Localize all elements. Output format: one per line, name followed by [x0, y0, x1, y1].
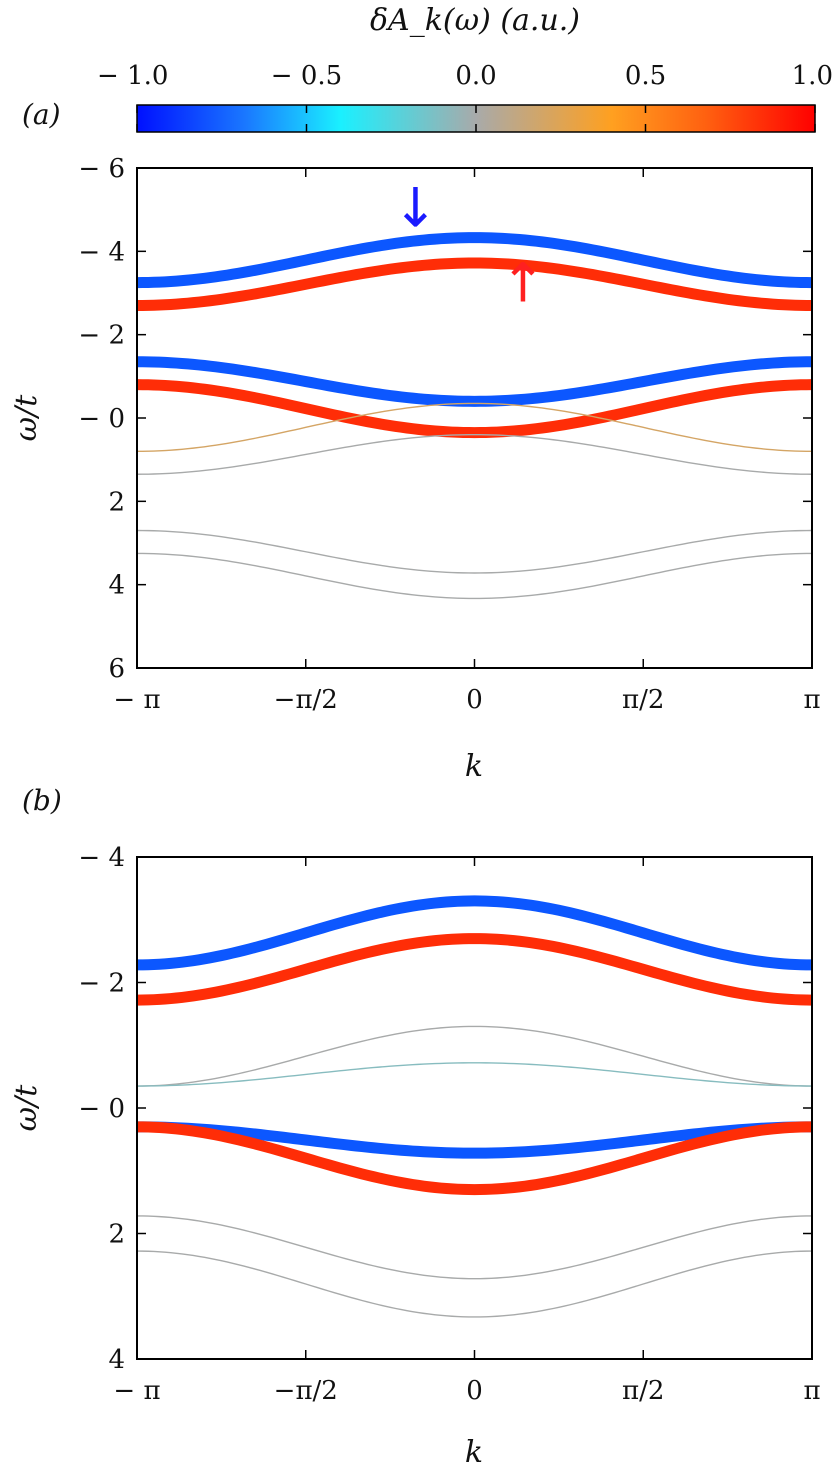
band-line-2: [136, 933, 813, 1006]
y-tick-label: − 6: [78, 154, 125, 184]
x-tick-label: − π: [113, 685, 160, 715]
panel-b-x-ticks: − π −π/2 0 π/2 π: [113, 857, 821, 1406]
x-tick-label: 0: [466, 1376, 483, 1406]
band-line-4: [136, 379, 813, 439]
panel-a-curves: [136, 232, 813, 600]
band-line-7: [136, 1215, 813, 1280]
panel-a-xlabel: k: [465, 749, 483, 784]
colorbar-ticks: − 1.0 − 0.5 0.0 0.5 1.0: [97, 61, 833, 132]
y-tick-label: − 2: [78, 969, 125, 999]
y-tick-label: 2: [108, 487, 125, 517]
band-line-8: [136, 1250, 813, 1318]
band-line-1: [136, 895, 813, 971]
colorbar-tick-label: 0.5: [625, 61, 666, 91]
colorbar: δA_k(ω) (a.u.) − 1.0 − 0.5 0.0 0.5 1.0: [97, 3, 833, 133]
y-tick-label: − 0: [78, 404, 125, 434]
x-tick-label: π: [803, 685, 820, 715]
down-arrow-icon: ↓: [393, 176, 438, 239]
y-tick-label: − 4: [78, 843, 125, 873]
x-tick-label: −π/2: [274, 1376, 338, 1406]
panel-a-ylabel: ω/t: [9, 394, 44, 442]
band-line-3: [136, 1025, 813, 1087]
band-line-2: [136, 257, 813, 311]
colorbar-tick-label: − 1.0: [97, 61, 168, 91]
band-line-7: [136, 529, 813, 574]
x-tick-label: −π/2: [274, 685, 338, 715]
band-line-1: [136, 232, 813, 289]
colorbar-tick-label: 0.0: [455, 61, 496, 91]
y-tick-label: − 0: [78, 1094, 125, 1124]
panel-a-y-ticks: − 6 − 4 − 2 − 0 2 4 6: [78, 154, 812, 684]
panel-b: (b) − π −π/2 0 π/2 π − 4 − 2 − 0 2 4 k ω/t: [9, 784, 821, 1470]
panel-a-x-ticks: − π −π/2 0 π/2 π: [113, 168, 821, 715]
y-tick-label: − 2: [78, 321, 125, 351]
band-line-6: [136, 1121, 813, 1196]
y-tick-label: 2: [108, 1220, 125, 1250]
y-tick-label: 4: [108, 1345, 125, 1375]
band-line-3: [136, 356, 813, 407]
colorbar-tick-label: 1.0: [792, 61, 833, 91]
x-tick-label: π/2: [622, 1376, 664, 1406]
band-line-8: [136, 552, 813, 600]
band-line-5: [136, 402, 813, 453]
y-tick-label: 4: [108, 571, 125, 601]
x-tick-label: π/2: [622, 685, 664, 715]
panel-b-ylabel: ω/t: [9, 1084, 44, 1132]
panel-a-label: (a): [22, 98, 61, 131]
x-tick-label: 0: [466, 685, 483, 715]
band-line-6: [136, 433, 813, 475]
x-tick-label: π: [803, 1376, 820, 1406]
y-tick-label: 6: [108, 654, 125, 684]
panel-b-curves: [136, 895, 813, 1318]
band-line-4: [136, 1062, 813, 1087]
band-line-5: [136, 1121, 813, 1159]
panel-a-annotations: ↓↑: [393, 176, 546, 314]
colorbar-title: δA_k(ω) (a.u.): [370, 3, 580, 38]
panel-b-label: (b): [22, 784, 62, 817]
y-tick-label: − 4: [78, 237, 125, 267]
colorbar-tick-label: − 0.5: [271, 61, 342, 91]
x-tick-label: − π: [113, 1376, 160, 1406]
panel-b-frame: [136, 856, 813, 1360]
up-arrow-icon: ↑: [500, 251, 545, 314]
panel-b-y-ticks: − 4 − 2 − 0 2 4: [78, 843, 812, 1375]
panel-b-xlabel: k: [465, 1435, 483, 1470]
